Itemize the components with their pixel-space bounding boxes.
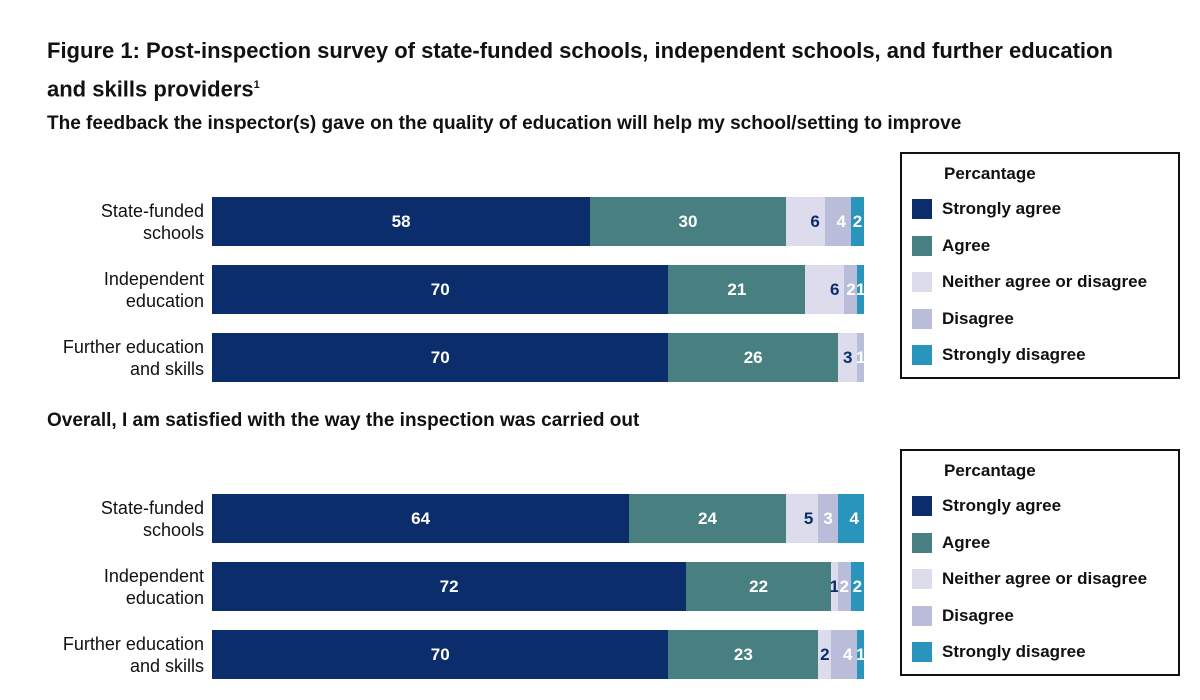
bar-segment-agree: 24 xyxy=(629,494,786,543)
category-label: Independent education xyxy=(103,269,204,311)
bar-segment-strongly-disagree: 2 xyxy=(850,197,864,246)
legend-label: Strongly agree xyxy=(942,496,1062,515)
category-label: State-funded schools xyxy=(100,498,204,540)
bar-segment-strongly-agree: 58 xyxy=(212,197,591,246)
legend-swatch xyxy=(912,642,932,662)
bar-segment-strongly-agree: 70 xyxy=(212,333,669,382)
footnote-marker: 1 xyxy=(253,79,260,91)
category-label: Further education and skills xyxy=(62,634,204,676)
stacked-bar: 70 26 3 1 xyxy=(212,333,865,382)
legend-swatch xyxy=(912,345,932,365)
bar-segment-neither-agree-or-disagree: 1 xyxy=(830,562,839,611)
stacked-bar: 70 21 6 2 1 xyxy=(212,265,865,314)
legend-label: Neither agree or disagree xyxy=(942,272,1148,291)
legend-swatch xyxy=(912,605,932,626)
bar-segment-disagree: 2 xyxy=(844,265,858,314)
bar-segment-disagree: 4 xyxy=(824,197,851,246)
legend-item: Strongly disagree xyxy=(912,642,1086,662)
legend-label: Strongly agree xyxy=(942,199,1062,218)
category-label: Further education and skills xyxy=(62,337,204,379)
chart-subtitle: Overall, I am satisfied with the way the… xyxy=(47,410,640,431)
legend-swatch xyxy=(912,199,932,219)
figure-title: Figure 1: Post-inspection survey of stat… xyxy=(47,34,1157,106)
legend-title: Percantage xyxy=(944,461,1036,480)
bar-segment-strongly-agree: 72 xyxy=(212,562,687,611)
bar-segment-strongly-agree: 70 xyxy=(212,630,669,679)
legend-swatch xyxy=(912,272,932,292)
legend-label: Strongly disagree xyxy=(942,345,1086,364)
legend-item: Disagree xyxy=(912,605,1014,626)
bar-segment-neither-agree-or-disagree: 5 xyxy=(785,494,819,543)
legend-item: Strongly disagree xyxy=(912,345,1086,365)
bar-segment-agree: 23 xyxy=(668,630,819,679)
figure-title-text: Figure 1: Post-inspection survey of stat… xyxy=(47,38,1113,102)
legend-item: Strongly agree xyxy=(912,496,1061,516)
legend-swatch xyxy=(912,235,932,256)
bar-segment-agree: 26 xyxy=(668,333,838,382)
legend-label: Disagree xyxy=(942,308,1014,328)
legend: Percantage Strongly agree Agree Neither agr… xyxy=(900,152,1180,379)
bar-segment-disagree: 2 xyxy=(837,562,851,611)
legend-label: Agree xyxy=(942,532,991,552)
bar-segment-disagree: 4 xyxy=(831,630,858,679)
legend-item: Agree xyxy=(912,235,991,256)
legend-item: Neither agree or disagree xyxy=(912,569,1147,589)
category-label: Independent education xyxy=(103,566,204,608)
legend: Percantage Strongly agree Agree Neither agr… xyxy=(900,449,1180,676)
bar-segment-agree: 30 xyxy=(590,197,786,246)
stacked-bar: 72 22 1 2 2 xyxy=(212,562,864,611)
bar-segment-strongly-disagree: 2 xyxy=(850,562,864,611)
bar-segment-agree: 21 xyxy=(668,265,806,314)
legend-title: Percantage xyxy=(944,164,1036,183)
legend-item: Agree xyxy=(912,532,991,553)
legend-label: Disagree xyxy=(942,605,1014,625)
legend-label: Neither agree or disagree xyxy=(942,569,1148,588)
legend-label: Strongly disagree xyxy=(942,642,1086,661)
stacked-bar: 70 23 2 4 1 xyxy=(212,630,865,679)
legend-swatch xyxy=(912,308,932,329)
bar-segment-strongly-agree: 70 xyxy=(212,265,669,314)
legend-item: Disagree xyxy=(912,308,1014,329)
chart-subtitle: The feedback the inspector(s) gave on th… xyxy=(47,113,962,134)
stacked-bar: 58 30 6 4 2 xyxy=(212,197,864,246)
legend-swatch xyxy=(912,532,932,553)
bar-segment-agree: 22 xyxy=(686,562,832,611)
bar-segment-neither-agree-or-disagree: 2 xyxy=(818,630,832,679)
bar-segment-neither-agree-or-disagree: 6 xyxy=(785,197,825,246)
bar-segment-disagree: 3 xyxy=(818,494,838,543)
bar-segment-strongly-disagree: 1 xyxy=(856,630,865,679)
stacked-bar: 64 24 5 3 4 xyxy=(212,494,864,543)
bar-segment-strongly-agree: 64 xyxy=(212,494,630,543)
bar-segment-strongly-disagree: 1 xyxy=(856,265,865,314)
legend-item: Neither agree or disagree xyxy=(912,272,1147,292)
bar-segment-neither-agree-or-disagree: 6 xyxy=(805,265,845,314)
category-label: State-funded schools xyxy=(100,201,204,243)
bar-segment-strongly-disagree: 4 xyxy=(837,494,864,543)
legend-swatch xyxy=(912,569,932,589)
bar-segment-neither-agree-or-disagree: 3 xyxy=(837,333,858,382)
legend-item: Strongly agree xyxy=(912,199,1061,219)
legend-swatch xyxy=(912,496,932,516)
legend-label: Agree xyxy=(942,235,991,255)
bar-segment-disagree: 1 xyxy=(856,333,865,382)
